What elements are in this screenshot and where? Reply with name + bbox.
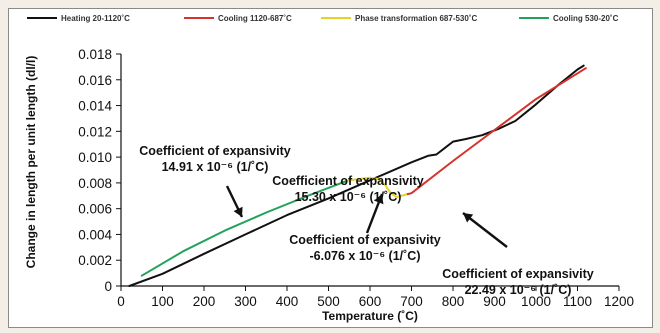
x-tick-label: 1100 xyxy=(563,294,592,309)
annotation-2-line-1: Coefficient of expansivity xyxy=(139,144,290,158)
annotation-arrow-2 xyxy=(462,212,508,248)
plot-area xyxy=(128,64,587,287)
y-tick-label: 0.004 xyxy=(78,227,112,242)
y-tick-label: 0.012 xyxy=(78,124,112,139)
x-tick-label: 1000 xyxy=(521,294,551,309)
annotation-arrowhead-2 xyxy=(463,213,474,223)
annotation-3-line-2: 22.49 x 10⁻⁶ (1/˚C) xyxy=(465,283,572,297)
x-tick-label: 600 xyxy=(359,294,382,309)
chart-frame: Heating 20-1120˚C Cooling 1120-687˚C Phase… xyxy=(8,8,653,328)
y-tick-label: 0.008 xyxy=(78,176,112,191)
y-tick-label: 0 xyxy=(104,279,112,294)
y-tick-label: 0.018 xyxy=(78,47,112,62)
x-tick-label: 300 xyxy=(234,294,257,309)
legend: Heating 20-1120˚C Cooling 1120-687˚C Phase… xyxy=(27,14,619,23)
legend-label-3: Phase transformation 687-530˚C xyxy=(355,14,477,23)
y-tick-label: 0.014 xyxy=(78,99,112,114)
y-tick-label: 0.016 xyxy=(78,73,112,88)
annotation-4-line-1: Coefficient of expansivity xyxy=(289,233,440,247)
chart-svg: Heating 20-1120˚C Cooling 1120-687˚C Phase… xyxy=(24,14,634,323)
x-axis-label: Temperature (˚C) xyxy=(322,309,418,323)
legend-label-2: Cooling 1120-687˚C xyxy=(218,14,292,23)
x-tick-label: 200 xyxy=(193,294,216,309)
series-line-4 xyxy=(140,180,347,277)
annotation-3-line-1: Coefficient of expansivity xyxy=(442,267,593,281)
x-tick-label: 100 xyxy=(151,294,174,309)
x-tick-label: 1200 xyxy=(604,294,634,309)
x-tick-label: 500 xyxy=(317,294,340,309)
x-tick-label: 800 xyxy=(442,294,465,309)
series-line-2 xyxy=(405,67,587,196)
y-tick-label: 0.006 xyxy=(78,202,112,217)
annotation-1-line-2: 15.30 x 10⁻⁶ (1/˚C) xyxy=(295,190,402,204)
x-tick-label: 900 xyxy=(483,294,506,309)
y-tick-label: 0.002 xyxy=(78,253,112,268)
annotation-4-line-2: -6.076 x 10⁻⁶ (1/˚C) xyxy=(309,249,420,263)
annotation-arrowhead-3 xyxy=(374,194,384,205)
series-line-1 xyxy=(128,64,585,287)
x-tick-label: 400 xyxy=(276,294,299,309)
x-tick-label: 700 xyxy=(400,294,423,309)
x-tick-label: 0 xyxy=(117,294,125,309)
annotation-1-line-1: Coefficient of expansivity xyxy=(272,174,423,188)
y-axis-label: Change in length per unit length (dl/l) xyxy=(24,56,38,269)
annotations: Coefficient of expansivity 15.30 x 10⁻⁶ (… xyxy=(139,144,593,297)
annotation-2-line-2: 14.91 x 10⁻⁶ (1/˚C) xyxy=(162,160,269,174)
series-line-3 xyxy=(339,176,408,199)
y-tick-label: 0.010 xyxy=(78,150,112,165)
annotation-arrowhead-1 xyxy=(233,206,243,217)
legend-label-1: Heating 20-1120˚C xyxy=(61,14,130,23)
legend-label-4: Cooling 530-20˚C xyxy=(553,14,619,23)
axes: 0 100 200 300 400 500 600 700 800 900 1000 1100 1200… xyxy=(78,47,634,309)
